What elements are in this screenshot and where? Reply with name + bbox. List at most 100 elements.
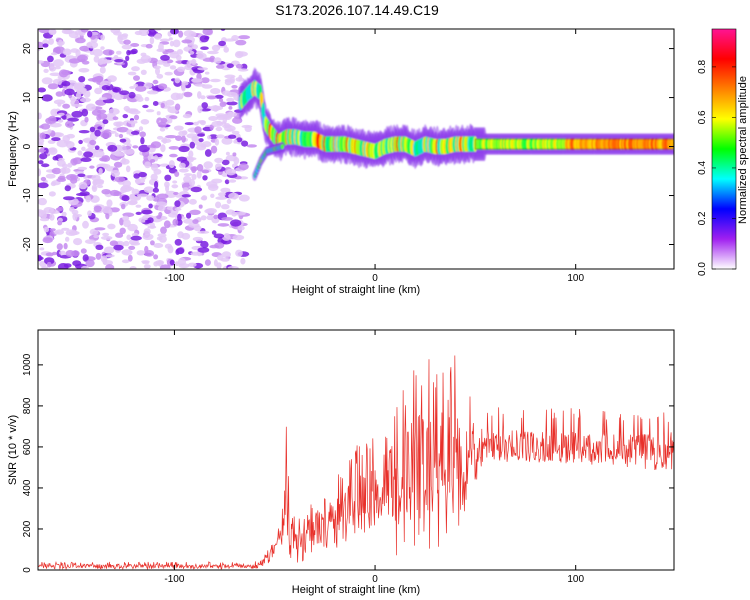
heatmap-noise-blob [47,55,54,63]
heatmap-noise-blob [62,103,70,109]
heatmap-noise-blob [226,199,232,204]
heatmap-noise-blob [213,57,222,64]
heatmap-ytick-label: 0 [22,143,33,149]
heatmap-noise-blob [210,145,218,154]
heatmap-noise-blob [100,130,112,139]
heatmap-noise-blob [129,86,136,89]
heatmap-noise-blob [174,207,182,211]
heatmap-noise-blob [50,181,57,187]
heatmap-noise-blob [181,81,189,86]
heatmap-noise-blob [57,79,62,85]
heatmap-frame [37,28,675,270]
heatmap-noise-blob [215,64,225,69]
colorbar-tick-label: 0.8 [697,60,708,74]
heatmap-noise-blob [78,139,83,145]
heatmap-noise-blob [177,257,187,266]
snr-xtick-label: -100 [164,574,184,585]
heatmap-noise-blob [157,121,167,128]
heatmap-noise-blob [39,132,46,140]
heatmap-noise-blob [198,204,203,209]
heatmap-noise-blob [47,83,59,90]
heatmap-noise-blob [217,223,230,227]
heatmap-noise-blob [130,43,140,47]
heatmap-noise-blob [65,236,70,242]
heatmap-noise-blob [228,192,240,200]
heatmap-noise-blob [38,149,47,153]
heatmap-noise-blob [214,138,220,146]
heatmap-noise-blob [225,168,237,176]
heatmap-noise-blob [155,67,160,76]
heatmap-noise-blob [142,261,150,265]
heatmap-noise-blob [199,120,206,126]
heatmap-noise-blob [109,240,119,247]
heatmap-noise-blob [89,139,97,146]
heatmap-noise-blob [89,165,95,169]
heatmap-noise-blob [108,208,113,217]
heatmap-noise-blob [102,119,109,125]
heatmap-xtick-label: 100 [567,273,584,284]
heatmap-noise-blob [87,210,92,217]
heatmap-noise-blob [164,71,173,76]
heatmap-noise-blob [100,80,111,88]
heatmap-noise-blob [42,43,49,48]
heatmap-noise-blob [188,198,197,205]
heatmap-noise-blob [153,254,159,260]
heatmap-noise-blob [156,215,162,220]
heatmap-noise-blob [127,223,138,232]
heatmap-noise-blob [236,137,243,143]
heatmap-noise-blob [149,36,155,45]
heatmap-noise-blob [221,137,233,145]
heatmap-noise-blob [160,144,166,153]
heatmap-noise-blob [113,151,125,157]
heatmap-noise-blob [89,126,96,133]
heatmap-noise-blob [177,213,182,221]
heatmap-noise-blob [209,124,214,131]
heatmap-noise-blob [136,193,149,198]
heatmap-noise-blob [101,85,111,91]
heatmap-noise-blob [191,173,197,180]
heatmap-noise-blob [165,135,177,139]
heatmap-noise-blob [183,46,193,52]
heatmap-noise-blob [221,217,234,221]
heatmap-noise-blob [69,175,77,180]
heatmap-noise-blob [71,103,83,107]
heatmap-noise-blob [200,77,210,84]
heatmap-noise-blob [232,152,237,157]
heatmap-noise-blob [198,138,204,143]
heatmap-noise-blob [159,127,166,132]
heatmap-noise-blob [143,186,155,193]
heatmap-noise-blob [156,73,164,79]
heatmap-noise-blob [119,90,130,95]
heatmap-noise-blob [238,163,249,171]
heatmap-noise-blob [169,65,177,70]
heatmap-noise-blob [63,196,75,201]
heatmap-noise-blob [116,126,129,133]
heatmap-noise-blob [156,193,169,200]
snr-ylabel: SNR (10 * v/v) [7,415,19,485]
heatmap-noise-blob [46,261,52,268]
heatmap-noise-blob [109,189,120,197]
heatmap-noise-blob [207,50,219,55]
heatmap-noise-blob [100,235,113,240]
heatmap-noise-blob [228,106,233,110]
heatmap-noise-blob [81,146,86,151]
heatmap-noise-blob [223,46,229,53]
snr-frame [37,329,675,571]
heatmap-noise-blob [246,144,257,148]
heatmap-noise-blob [65,250,75,257]
heatmap-noise-blob [38,209,45,217]
heatmap-noise-blob [164,174,172,181]
heatmap-ytick-label: 20 [22,43,33,55]
heatmap-noise-blob [41,77,53,85]
heatmap-noise-blob [201,169,210,174]
heatmap-noise-blob [38,87,46,93]
heatmap-noise-blob [77,150,83,156]
heatmap-noise-blob [244,125,252,132]
heatmap-noise-blob [206,214,214,221]
colorbar-ticks: 0.0 0.2 0.4 0.6 0.8 [697,60,736,276]
heatmap-noise-blob [76,91,81,100]
heatmap-noise-blob [45,252,54,257]
heatmap-noise-blob [63,242,68,250]
heatmap-noise-blob [71,110,83,118]
